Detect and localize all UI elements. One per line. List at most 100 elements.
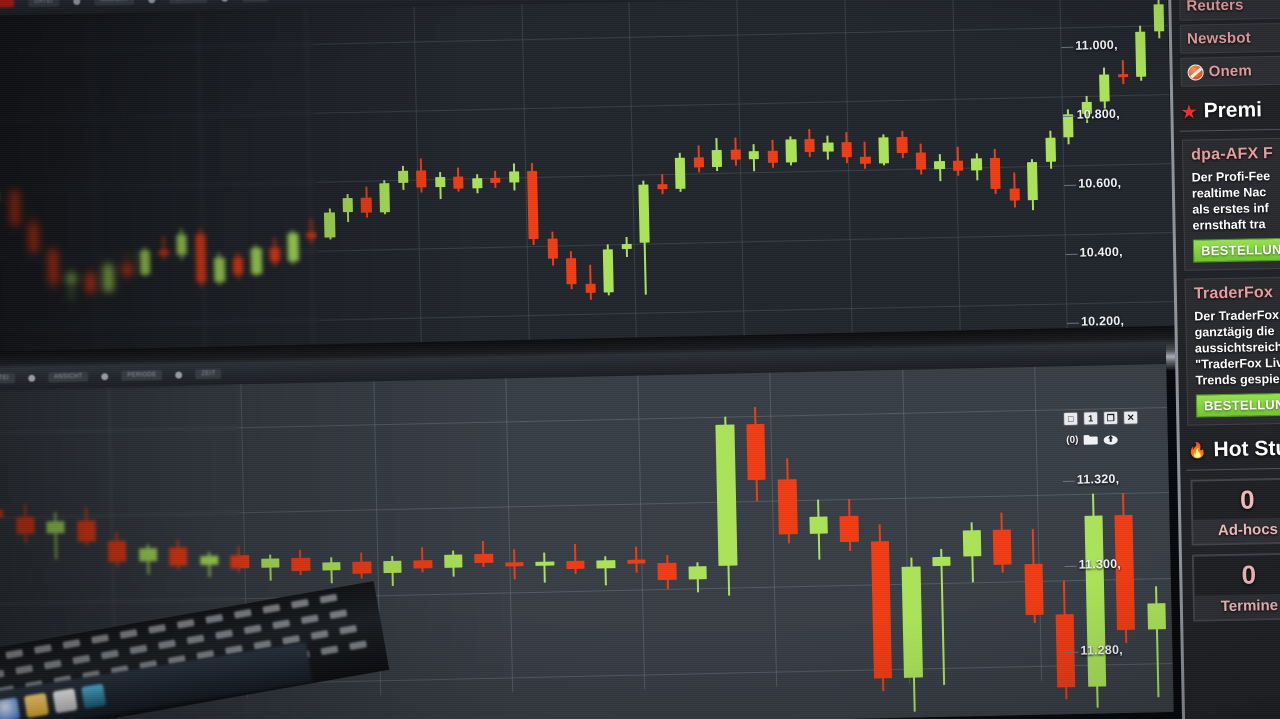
candle-body [748, 150, 760, 160]
keyboard-key[interactable] [233, 608, 252, 619]
candlestick [471, 379, 497, 719]
y-axis-label: 10.600, [1077, 175, 1122, 191]
order-button[interactable]: BESTELLUNG [1192, 237, 1280, 263]
keyboard-key[interactable] [91, 634, 109, 644]
keyboard-key[interactable] [272, 619, 291, 630]
keyboard-key[interactable] [148, 623, 167, 634]
product-card-traderfox[interactable]: TraderFox Der TraderFox ganztägig die au… [1184, 276, 1280, 426]
y-axis-label: 11.000, [1075, 37, 1118, 53]
taskbar-icon-folder[interactable] [23, 692, 50, 718]
keyboard-key[interactable] [158, 639, 176, 650]
toolbar-button-extras[interactable]: EXTRAS [169, 0, 208, 4]
toolbar-dropdown-icon[interactable] [175, 370, 183, 379]
product-card-line: "TraderFox Liv [1195, 355, 1280, 372]
candle-body [785, 139, 797, 163]
toolbar-button-datei[interactable]: DATEI [28, 0, 60, 7]
toolbar-dropdown-icon[interactable] [148, 0, 156, 3]
candle-body [505, 561, 524, 567]
folder-icon[interactable] [1083, 433, 1099, 445]
taskbar-icon-media[interactable] [81, 683, 107, 709]
candle-body [287, 233, 299, 262]
keyboard-key[interactable] [33, 644, 52, 654]
candle-body [596, 559, 616, 569]
candlestick [1042, 0, 1060, 338]
candle-body [76, 519, 96, 542]
product-card-dpa-afx[interactable]: dpa-AFX F Der Profi-Fee realtime Nac als… [1181, 137, 1280, 271]
keyboard-key[interactable] [72, 654, 91, 665]
candle-body [291, 558, 311, 572]
no-entry-icon [1187, 63, 1204, 81]
candle-body [566, 258, 577, 285]
candle-body [870, 541, 893, 679]
y-axis-label: 11.300, [1078, 557, 1122, 572]
feed-chip-newsbot[interactable]: Newsbot [1179, 22, 1280, 54]
keyboard-key[interactable] [339, 624, 358, 635]
taskbar-icon-browser[interactable] [0, 697, 21, 719]
feed-chip-onemarkets[interactable]: Onem [1180, 55, 1280, 87]
stat-box-termine[interactable]: 0 Termine [1191, 552, 1280, 622]
candlestick [959, 368, 985, 710]
keyboard-key[interactable] [320, 645, 339, 656]
candlestick [806, 371, 832, 713]
toolbar-button-ansicht[interactable]: ANSICHT [47, 371, 89, 383]
keyboard-key[interactable] [100, 649, 119, 660]
keyboard-key[interactable] [262, 603, 281, 614]
candle-body [230, 555, 249, 569]
minimize-button[interactable]: □ [1063, 411, 1079, 426]
candle-body [324, 211, 336, 238]
product-card-title: TraderFox [1193, 284, 1274, 303]
toolbar-button-datei[interactable]: DATEI [0, 373, 16, 384]
candlestick [593, 376, 619, 718]
tab-index-button[interactable]: 1 [1083, 411, 1099, 426]
candle-body [46, 520, 66, 534]
candle-body [1024, 563, 1044, 616]
keyboard-key[interactable] [62, 639, 81, 649]
candle-body [934, 160, 945, 170]
keyboard-key[interactable] [300, 614, 319, 625]
keyboard-key[interactable] [319, 593, 338, 604]
toolbar-dropdown-icon[interactable] [221, 0, 229, 2]
keyboard-key[interactable] [329, 609, 348, 620]
window-controls[interactable]: □ 1 ❐ ✕ [1063, 407, 1141, 429]
candlestick [776, 372, 802, 714]
toolbar-button-zeit[interactable]: ZEIT [195, 368, 222, 380]
keyboard-key[interactable] [176, 618, 195, 629]
keyboard-key[interactable] [290, 598, 309, 609]
toolbar-button-periode[interactable]: PERIODE [121, 369, 163, 381]
candlestick [1020, 367, 1046, 709]
candle-wick [863, 141, 867, 170]
keyboard-key[interactable] [43, 659, 62, 670]
toolbar-button-ansicht[interactable]: ANSICHT [93, 0, 135, 6]
keyboard-key[interactable] [349, 640, 368, 651]
order-button[interactable]: BESTELLUNG [1195, 392, 1280, 418]
feed-chip-reuters[interactable]: Reuters [1179, 0, 1280, 21]
toolbar-button-zeit[interactable]: ZEIT [242, 0, 269, 3]
stat-box-adhocs[interactable]: 0 Ad-hocs [1190, 477, 1280, 546]
toolbar-dropdown-icon[interactable] [27, 374, 36, 382]
toolbar-dropdown-icon[interactable] [101, 372, 109, 380]
keyboard-key[interactable] [129, 644, 148, 655]
candle-body [232, 257, 244, 275]
restore-button[interactable]: ❐ [1103, 410, 1119, 426]
close-button[interactable]: ✕ [1123, 410, 1139, 425]
keyboard-key[interactable] [205, 613, 224, 624]
candle-body [121, 264, 133, 276]
section-divider [1186, 467, 1280, 471]
candle-body [84, 274, 96, 292]
candle-body [860, 157, 871, 165]
keyboard-key[interactable] [243, 624, 262, 635]
candle-body [0, 191, 1, 203]
keyboard-key[interactable] [186, 634, 205, 645]
keyboard-key[interactable] [5, 649, 24, 659]
file-status-strip[interactable]: (0) [1066, 429, 1146, 449]
keyboard-key[interactable] [15, 664, 34, 675]
candle-body [251, 248, 262, 275]
taskbar-icon-app[interactable] [52, 688, 78, 714]
keyboard-key[interactable] [310, 629, 329, 640]
y-axis-label: 10.800, [1076, 106, 1120, 122]
upload-icon[interactable] [1103, 433, 1118, 445]
keyboard-key[interactable] [119, 628, 138, 639]
toolbar-dropdown-icon[interactable] [72, 0, 81, 5]
keyboard-key[interactable] [0, 669, 5, 680]
keyboard-key[interactable] [215, 629, 234, 640]
